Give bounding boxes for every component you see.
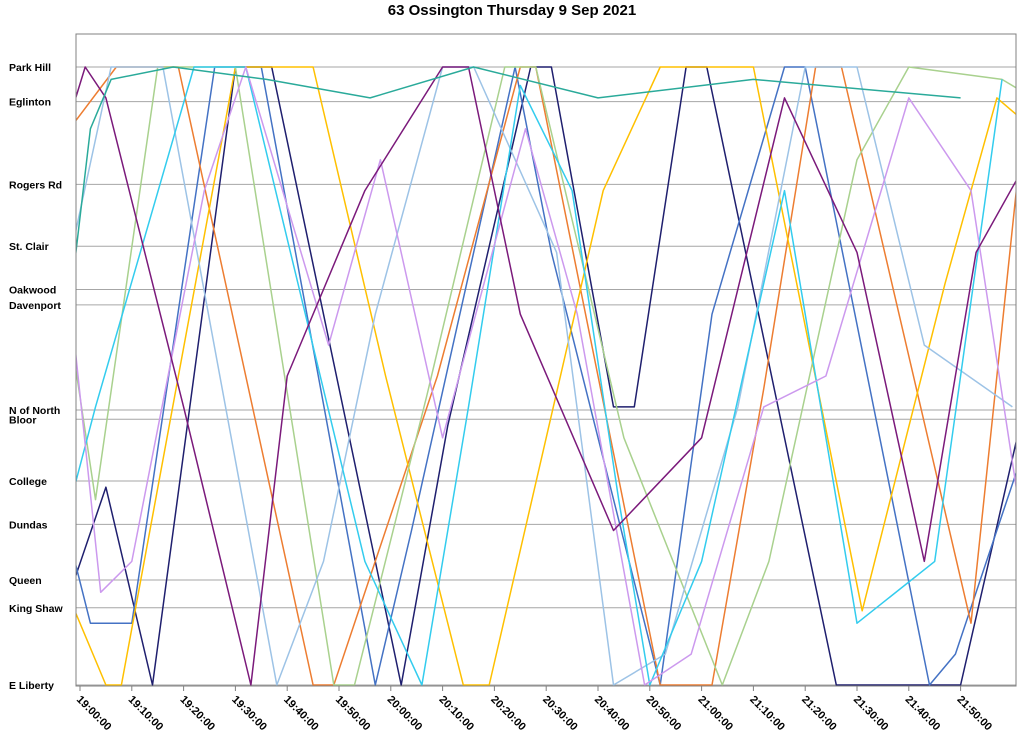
time-tick-label: 20:00:00 <box>385 694 425 734</box>
stop-labels: Park Hill Eglinton Rogers Rd St. Clair Oakwo… <box>9 62 64 692</box>
time-tick-label: 21:50:00 <box>954 694 994 734</box>
stop-label: Davenport <box>9 300 61 312</box>
stop-label: Rogers Rd <box>9 179 62 191</box>
time-tick-label: 19:00:00 <box>74 694 114 734</box>
time-tick-label: 19:20:00 <box>177 694 217 734</box>
time-tick-label: 19:50:00 <box>333 694 373 734</box>
time-tick-label: 21:30:00 <box>851 694 891 734</box>
trip-line <box>76 66 1013 686</box>
stop-label: Park Hill <box>9 62 51 74</box>
time-tick-label: 20:10:00 <box>436 694 476 734</box>
stop-label: Queen <box>9 575 42 587</box>
time-tick-label: 19:40:00 <box>281 694 321 734</box>
time-tick-label: 20:40:00 <box>592 694 632 734</box>
stop-label: Dundas <box>9 519 48 531</box>
time-axis-labels: 19:00:00 19:10:00 19:20:00 19:30:00 19:40:00… <box>74 686 994 733</box>
trip-line <box>76 66 1016 686</box>
stop-label: College <box>9 476 47 488</box>
time-tick-label: 19:30:00 <box>229 694 269 734</box>
gridlines <box>76 66 1016 686</box>
time-tick-label: 20:20:00 <box>488 694 528 734</box>
time-tick-label: 21:10:00 <box>747 694 787 734</box>
stop-label: King Shaw <box>9 603 64 615</box>
time-tick-label: 19:10:00 <box>126 694 166 734</box>
stop-label: E Liberty <box>9 680 54 692</box>
trip-line <box>76 66 1016 686</box>
stop-label: Bloor <box>9 414 36 426</box>
time-tick-label: 21:00:00 <box>695 694 735 734</box>
trip-line <box>76 66 1016 686</box>
time-tick-label: 20:50:00 <box>644 694 684 734</box>
stop-label: Oakwood <box>9 284 56 296</box>
chart-title: 63 Ossington Thursday 9 Sep 2021 <box>387 2 637 19</box>
stop-label: Eglinton <box>9 97 51 109</box>
time-tick-label: 21:20:00 <box>799 694 839 734</box>
trip-line <box>76 66 961 258</box>
trip-line <box>76 66 1003 686</box>
trip-line <box>76 66 1016 686</box>
trip-line <box>76 66 1016 686</box>
trip-line <box>76 66 1016 686</box>
stop-label: St. Clair <box>9 241 49 253</box>
time-tick-label: 21:40:00 <box>903 694 943 734</box>
time-tick-label: 20:30:00 <box>540 694 580 734</box>
trip-lines <box>76 66 1016 686</box>
stop-label: N of North <box>9 405 60 417</box>
